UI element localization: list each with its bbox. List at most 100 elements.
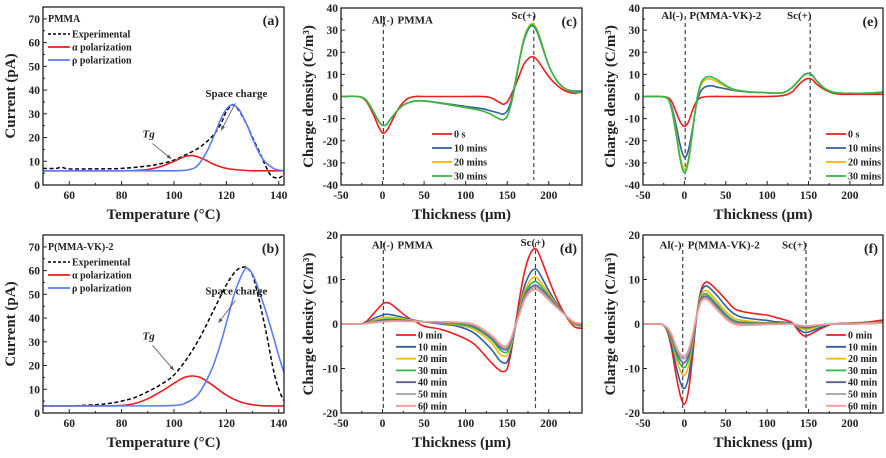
y-tick-label: -20 <box>323 136 339 148</box>
x-tick-label: 0 <box>380 190 386 202</box>
y-axis-title: Charge density (C/m³) <box>301 253 317 396</box>
legend-label: 0 s <box>848 130 860 141</box>
panel-label: (c) <box>561 15 577 30</box>
panel-label: (e) <box>862 15 878 30</box>
y-tick-label: -30 <box>323 158 339 170</box>
x-tick-label: 100 <box>165 190 183 202</box>
legend-label: 10 min <box>418 342 448 353</box>
legend-label: 30 mins <box>454 172 487 183</box>
x-tick-label: 100 <box>165 418 183 430</box>
x-tick-label: 150 <box>499 418 517 430</box>
legend-label: 60 min <box>848 401 878 412</box>
series-line--polarization <box>43 375 284 407</box>
y-tick-label: -20 <box>625 136 641 148</box>
y-tick-label: -10 <box>323 114 339 126</box>
x-tick-label: -50 <box>635 190 651 202</box>
legend-label: 20 min <box>848 354 878 365</box>
panel-label: (a) <box>263 14 280 29</box>
x-tick-label: 200 <box>540 418 558 430</box>
x-tick-label: 200 <box>841 190 859 202</box>
y-tick-label: 0 <box>634 92 640 104</box>
y-axis-title: Charge density (C/m³) <box>603 25 619 168</box>
x-axis-title: Thickness (μm) <box>714 435 813 451</box>
plot-frame <box>340 7 583 186</box>
y-axis-title: Current (pA) <box>3 281 19 366</box>
legend-label: 40 min <box>418 378 448 389</box>
series-line-30-mins <box>341 23 582 127</box>
region-label: Sc(+) <box>521 237 546 249</box>
annotation-arrowhead <box>166 154 172 159</box>
x-tick-label: -50 <box>333 190 349 202</box>
x-tick-label: 100 <box>457 190 475 202</box>
y-tick-label: -40 <box>323 180 339 192</box>
series-line--polarization <box>43 154 284 172</box>
region-label: PMMA <box>398 14 433 26</box>
series-line-20-min <box>643 289 883 377</box>
y-tick-label: 40 <box>29 313 41 325</box>
y-tick-label: 10 <box>29 384 41 396</box>
y-tick-label: 20 <box>29 361 41 373</box>
y-tick-label: -10 <box>625 114 641 126</box>
annotation-arrowhead <box>221 125 225 131</box>
x-axis-title: Temperature (°C) <box>107 435 221 451</box>
y-tick-label: 0 <box>332 92 338 104</box>
legend-label: 10 mins <box>454 144 487 155</box>
y-tick-label: 20 <box>29 133 41 145</box>
y-tick-label: 10 <box>629 275 641 287</box>
legend-label: 20 mins <box>454 158 487 169</box>
x-tick-label: 80 <box>116 418 128 430</box>
y-axis-title: Current (pA) <box>3 53 19 138</box>
x-tick-label: 80 <box>116 190 128 202</box>
x-tick-label: 0 <box>682 418 688 430</box>
y-tick-label: 30 <box>629 25 641 37</box>
series-group <box>341 247 582 373</box>
x-tick-label: 100 <box>759 190 777 202</box>
series-line-20-mins <box>341 22 582 127</box>
x-tick-label: 60 <box>63 418 75 430</box>
x-tick-label: -50 <box>635 418 651 430</box>
legend: Experimental α polarization ρ polarization <box>48 258 132 295</box>
x-axis-title: Temperature (°C) <box>107 207 221 223</box>
series-line-0-min <box>341 247 582 373</box>
y-tick-label: 10 <box>327 275 339 287</box>
region-label: Sc(+) <box>511 10 536 22</box>
legend-label: 10 min <box>848 342 878 353</box>
x-tick-label: 50 <box>720 190 732 202</box>
series-line-10-min <box>643 284 883 390</box>
y-axis-title: Charge density (C/m³) <box>301 25 317 168</box>
legend-label: Experimental <box>72 258 131 269</box>
sample-title: PMMA <box>48 14 81 25</box>
series-group <box>341 22 582 134</box>
panel-d: -50 0 50 100 150 200 -20 -10 0 10 20 (d) Thickness (… <box>301 230 583 451</box>
legend: 0 s 10 mins 20 mins 30 mins <box>432 130 487 183</box>
legend-label: ρ polarization <box>72 284 132 295</box>
y-tick-label: 10 <box>327 69 339 81</box>
y-axis-title: Charge density (C/m³) <box>603 253 619 396</box>
y-tick-label: 20 <box>327 230 339 242</box>
y-tick-label: 30 <box>29 109 41 121</box>
x-tick-label: -50 <box>333 418 349 430</box>
region-label: Al(-) <box>660 239 682 251</box>
series-line--polarization <box>43 266 284 407</box>
annotation-arrowhead <box>169 365 174 371</box>
series-line-50-min <box>643 296 883 360</box>
annotation-arrow <box>218 300 236 324</box>
x-axis-title: Thickness (μm) <box>412 435 511 451</box>
x-tick-label: 140 <box>270 190 288 202</box>
region-label: Sc(+) <box>782 239 807 251</box>
y-tick-label: -30 <box>625 158 641 170</box>
y-tick-label: 60 <box>29 266 41 278</box>
x-tick-label: 60 <box>63 190 75 202</box>
y-tick-label: 70 <box>29 14 41 26</box>
series-line-0-min <box>643 281 883 405</box>
x-tick-label: 120 <box>218 190 236 202</box>
y-tick-label: 10 <box>629 69 641 81</box>
legend-label: 50 min <box>848 390 878 401</box>
panel-f: -50 0 50 100 150 200 -20 -10 0 10 20 (f) Thickness (… <box>603 230 884 451</box>
y-tick-label: 70 <box>29 242 41 254</box>
panel-label: (d) <box>560 242 577 257</box>
legend-label: 30 mins <box>848 172 881 183</box>
